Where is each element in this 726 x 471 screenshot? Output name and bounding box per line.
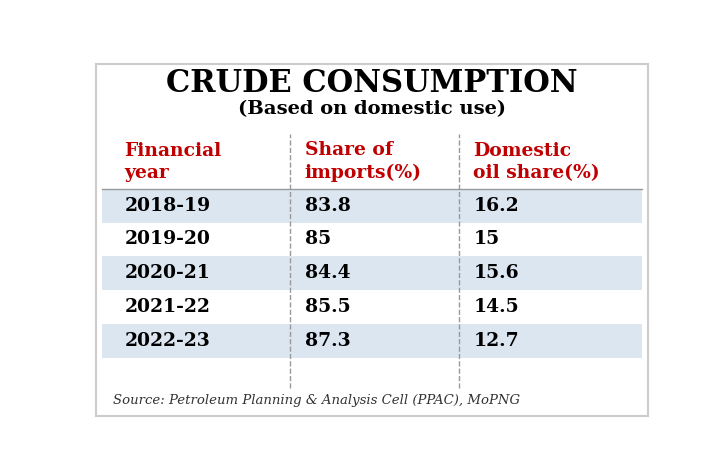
Text: 2018-19: 2018-19	[125, 197, 211, 215]
Text: 16.2: 16.2	[473, 197, 519, 215]
Text: 12.7: 12.7	[473, 332, 519, 349]
FancyBboxPatch shape	[97, 64, 648, 415]
Text: Financial
year: Financial year	[125, 142, 221, 182]
FancyBboxPatch shape	[102, 189, 642, 223]
Text: 85: 85	[305, 230, 330, 249]
Text: 83.8: 83.8	[305, 197, 351, 215]
FancyBboxPatch shape	[102, 290, 642, 324]
Text: 15.6: 15.6	[473, 264, 519, 282]
FancyBboxPatch shape	[102, 324, 642, 357]
Text: Share of
imports(%): Share of imports(%)	[305, 141, 422, 182]
Text: (Based on domestic use): (Based on domestic use)	[238, 100, 506, 118]
Text: 2020-21: 2020-21	[125, 264, 211, 282]
Text: 15: 15	[473, 230, 499, 249]
Text: 14.5: 14.5	[473, 298, 519, 316]
Text: 2021-22: 2021-22	[125, 298, 211, 316]
Text: 87.3: 87.3	[305, 332, 351, 349]
Text: CRUDE CONSUMPTION: CRUDE CONSUMPTION	[166, 68, 578, 99]
Text: Source: Petroleum Planning & Analysis Cell (PPAC), MoPNG: Source: Petroleum Planning & Analysis Ce…	[113, 394, 521, 407]
Text: 2019-20: 2019-20	[125, 230, 211, 249]
Text: 85.5: 85.5	[305, 298, 350, 316]
FancyBboxPatch shape	[102, 256, 642, 290]
FancyBboxPatch shape	[102, 223, 642, 256]
Text: 84.4: 84.4	[305, 264, 350, 282]
Text: Domestic
oil share(%): Domestic oil share(%)	[473, 142, 600, 182]
Text: 2022-23: 2022-23	[125, 332, 211, 349]
